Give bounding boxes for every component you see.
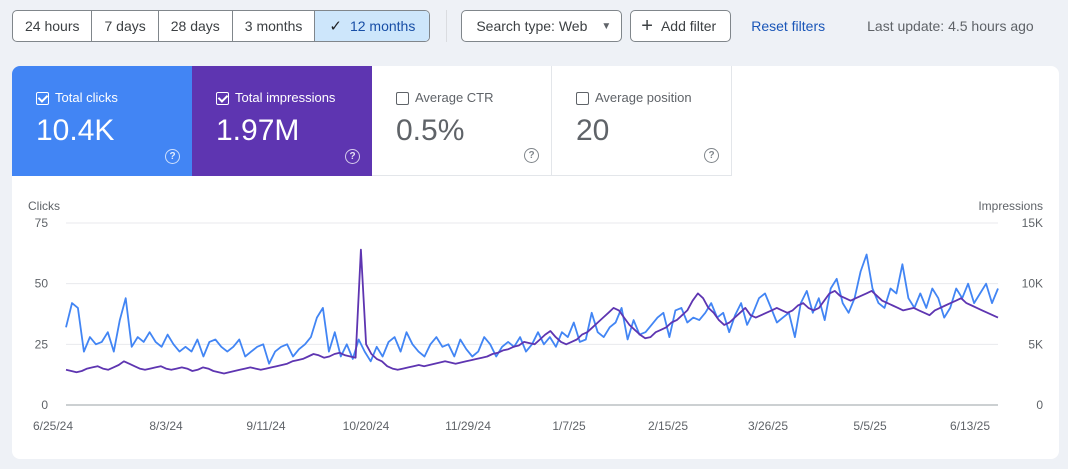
toolbar: 24 hours 7 days 28 days 3 months ✓ 12 mo…: [12, 10, 1034, 42]
date-range-selector: 24 hours 7 days 28 days 3 months ✓ 12 mo…: [12, 10, 431, 42]
add-filter-label: Add filter: [660, 18, 717, 34]
search-type-label: Search type: Web: [476, 18, 588, 34]
y-tick-right: 15K: [1022, 216, 1043, 230]
caret-down-icon: ▼: [601, 20, 612, 32]
y-axis-left-label: Clicks: [28, 199, 60, 213]
range-12-months-label: 12 months: [349, 18, 416, 34]
metric-tabs: Total clicks 10.4K ? Total impressions 1…: [12, 66, 732, 176]
range-24-hours[interactable]: 24 hours: [13, 11, 93, 41]
range-7-days[interactable]: 7 days: [92, 11, 159, 41]
metric-value: 10.4K: [36, 114, 115, 147]
range-12-months[interactable]: ✓ 12 months: [315, 11, 430, 41]
series-line-clicks: [65, 253, 999, 365]
metric-total-impressions[interactable]: Total impressions 1.97M ?: [192, 66, 372, 176]
check-icon: ✓: [329, 18, 342, 35]
checkbox-icon[interactable]: [36, 92, 49, 105]
x-tick-label: 1/7/25: [552, 419, 586, 433]
y-tick-left: 50: [35, 277, 49, 291]
metric-label: Average CTR: [415, 90, 494, 105]
series-line-impressions: [65, 248, 999, 375]
y-tick-right: 0: [1036, 398, 1043, 412]
last-update-text: Last update: 4.5 hours ago: [867, 18, 1034, 34]
range-28-days[interactable]: 28 days: [159, 11, 233, 41]
metric-value: 20: [576, 114, 610, 147]
checkbox-icon[interactable]: [216, 92, 229, 105]
help-circle-icon[interactable]: ?: [345, 149, 360, 164]
y-tick-right: 10K: [1022, 277, 1043, 291]
reset-filters-link[interactable]: Reset filters: [751, 18, 826, 34]
y-tick-right: 5K: [1028, 337, 1043, 351]
performance-chart: Clicks Impressions 75 15K 50 10K 25 5K 0 0 6/25…: [28, 199, 1043, 433]
x-tick-label: 6/13/25: [950, 419, 990, 433]
help-circle-icon[interactable]: ?: [704, 148, 719, 163]
performance-card: Total clicks 10.4K ? Total impressions 1…: [12, 66, 1059, 459]
metric-label: Total clicks: [55, 90, 118, 105]
x-tick-label: 6/25/24: [33, 419, 73, 433]
x-tick-label: 3/26/25: [748, 419, 788, 433]
checkbox-icon[interactable]: [396, 92, 409, 105]
y-tick-left: 0: [41, 398, 48, 412]
checkbox-icon[interactable]: [576, 92, 589, 105]
x-tick-label: 11/29/24: [445, 419, 491, 433]
metric-total-clicks[interactable]: Total clicks 10.4K ?: [12, 66, 192, 176]
metric-value: 1.97M: [216, 114, 300, 147]
y-axis-right-label: Impressions: [978, 199, 1043, 213]
metric-label: Average position: [595, 90, 692, 105]
range-3-months[interactable]: 3 months: [233, 11, 316, 41]
add-filter-button[interactable]: + Add filter: [630, 10, 732, 42]
plus-icon: +: [641, 15, 653, 37]
help-circle-icon[interactable]: ?: [165, 149, 180, 164]
x-tick-label: 2/15/25: [648, 419, 688, 433]
y-tick-left: 25: [35, 337, 49, 351]
metric-average-ctr[interactable]: Average CTR 0.5% ?: [372, 66, 552, 176]
x-tick-label: 9/11/24: [246, 419, 285, 433]
search-type-dropdown[interactable]: Search type: Web ▼: [461, 10, 623, 42]
x-tick-label: 8/3/24: [149, 419, 183, 433]
metric-value: 0.5%: [396, 114, 465, 147]
help-circle-icon[interactable]: ?: [524, 148, 539, 163]
x-tick-label: 5/5/25: [853, 419, 887, 433]
metric-label: Total impressions: [235, 90, 336, 105]
toolbar-divider: [446, 10, 448, 42]
y-tick-left: 75: [35, 216, 49, 230]
x-tick-label: 10/20/24: [343, 419, 390, 433]
metric-average-position[interactable]: Average position 20 ?: [552, 66, 732, 176]
